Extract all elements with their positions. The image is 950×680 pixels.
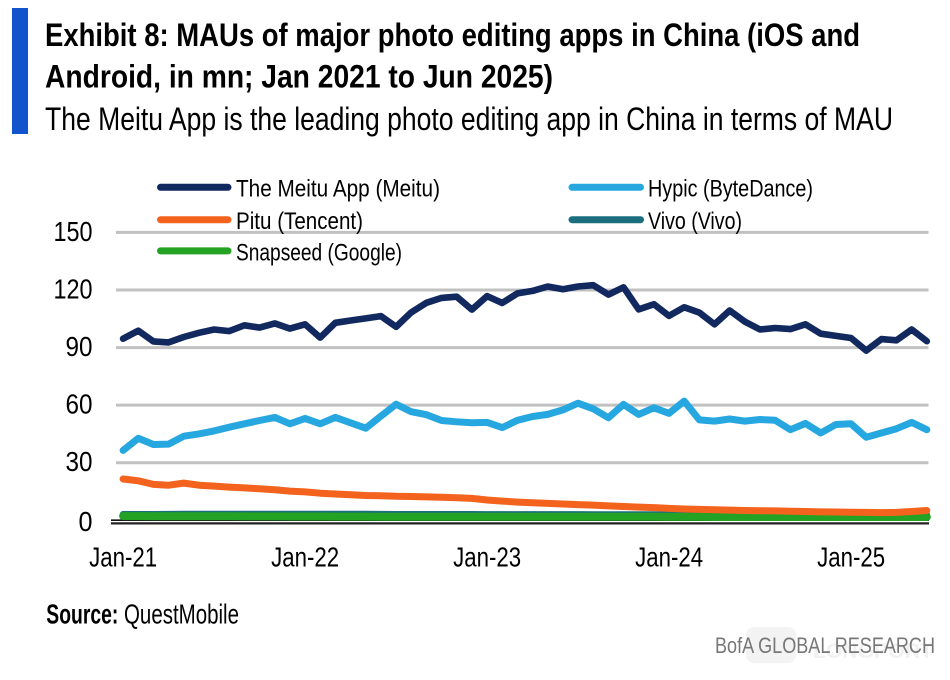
svg-text:Jan-24: Jan-24	[635, 541, 703, 572]
svg-text:Exhibit 8: MAUs of major photo: Exhibit 8: MAUs of major photo editing a…	[45, 17, 860, 53]
svg-text:Android, in mn; Jan 2021 to Ju: Android, in mn; Jan 2021 to Jun 2025)	[45, 59, 553, 95]
svg-text:Hypic (ByteDance): Hypic (ByteDance)	[648, 176, 813, 203]
svg-text:0: 0	[79, 506, 93, 537]
svg-text:30: 30	[66, 446, 93, 477]
svg-text:Pitu (Tencent): Pitu (Tencent)	[236, 208, 363, 235]
svg-text:BofA GLOBAL RESEARCH: BofA GLOBAL RESEARCH	[715, 633, 935, 658]
svg-text:Snapseed (Google): Snapseed (Google)	[236, 239, 402, 266]
svg-text:150: 150	[54, 216, 93, 247]
svg-text:Vivo (Vivo): Vivo (Vivo)	[648, 208, 742, 235]
svg-text:60: 60	[66, 389, 93, 420]
svg-text:Jan-23: Jan-23	[453, 541, 521, 572]
svg-text:120: 120	[54, 274, 93, 305]
svg-text:LONGPORT: LONGPORT	[813, 640, 933, 663]
svg-text:QuestMobile: QuestMobile	[124, 599, 239, 630]
svg-text:The Meitu App is the leading p: The Meitu App is the leading photo editi…	[45, 101, 893, 137]
svg-text:Source:: Source:	[46, 599, 118, 630]
svg-text:Jan-21: Jan-21	[89, 541, 157, 572]
svg-text:90: 90	[66, 331, 93, 362]
svg-text:The Meitu App (Meitu): The Meitu App (Meitu)	[236, 176, 440, 203]
svg-text:Jan-25: Jan-25	[817, 541, 885, 572]
svg-text:Jan-22: Jan-22	[271, 541, 339, 572]
